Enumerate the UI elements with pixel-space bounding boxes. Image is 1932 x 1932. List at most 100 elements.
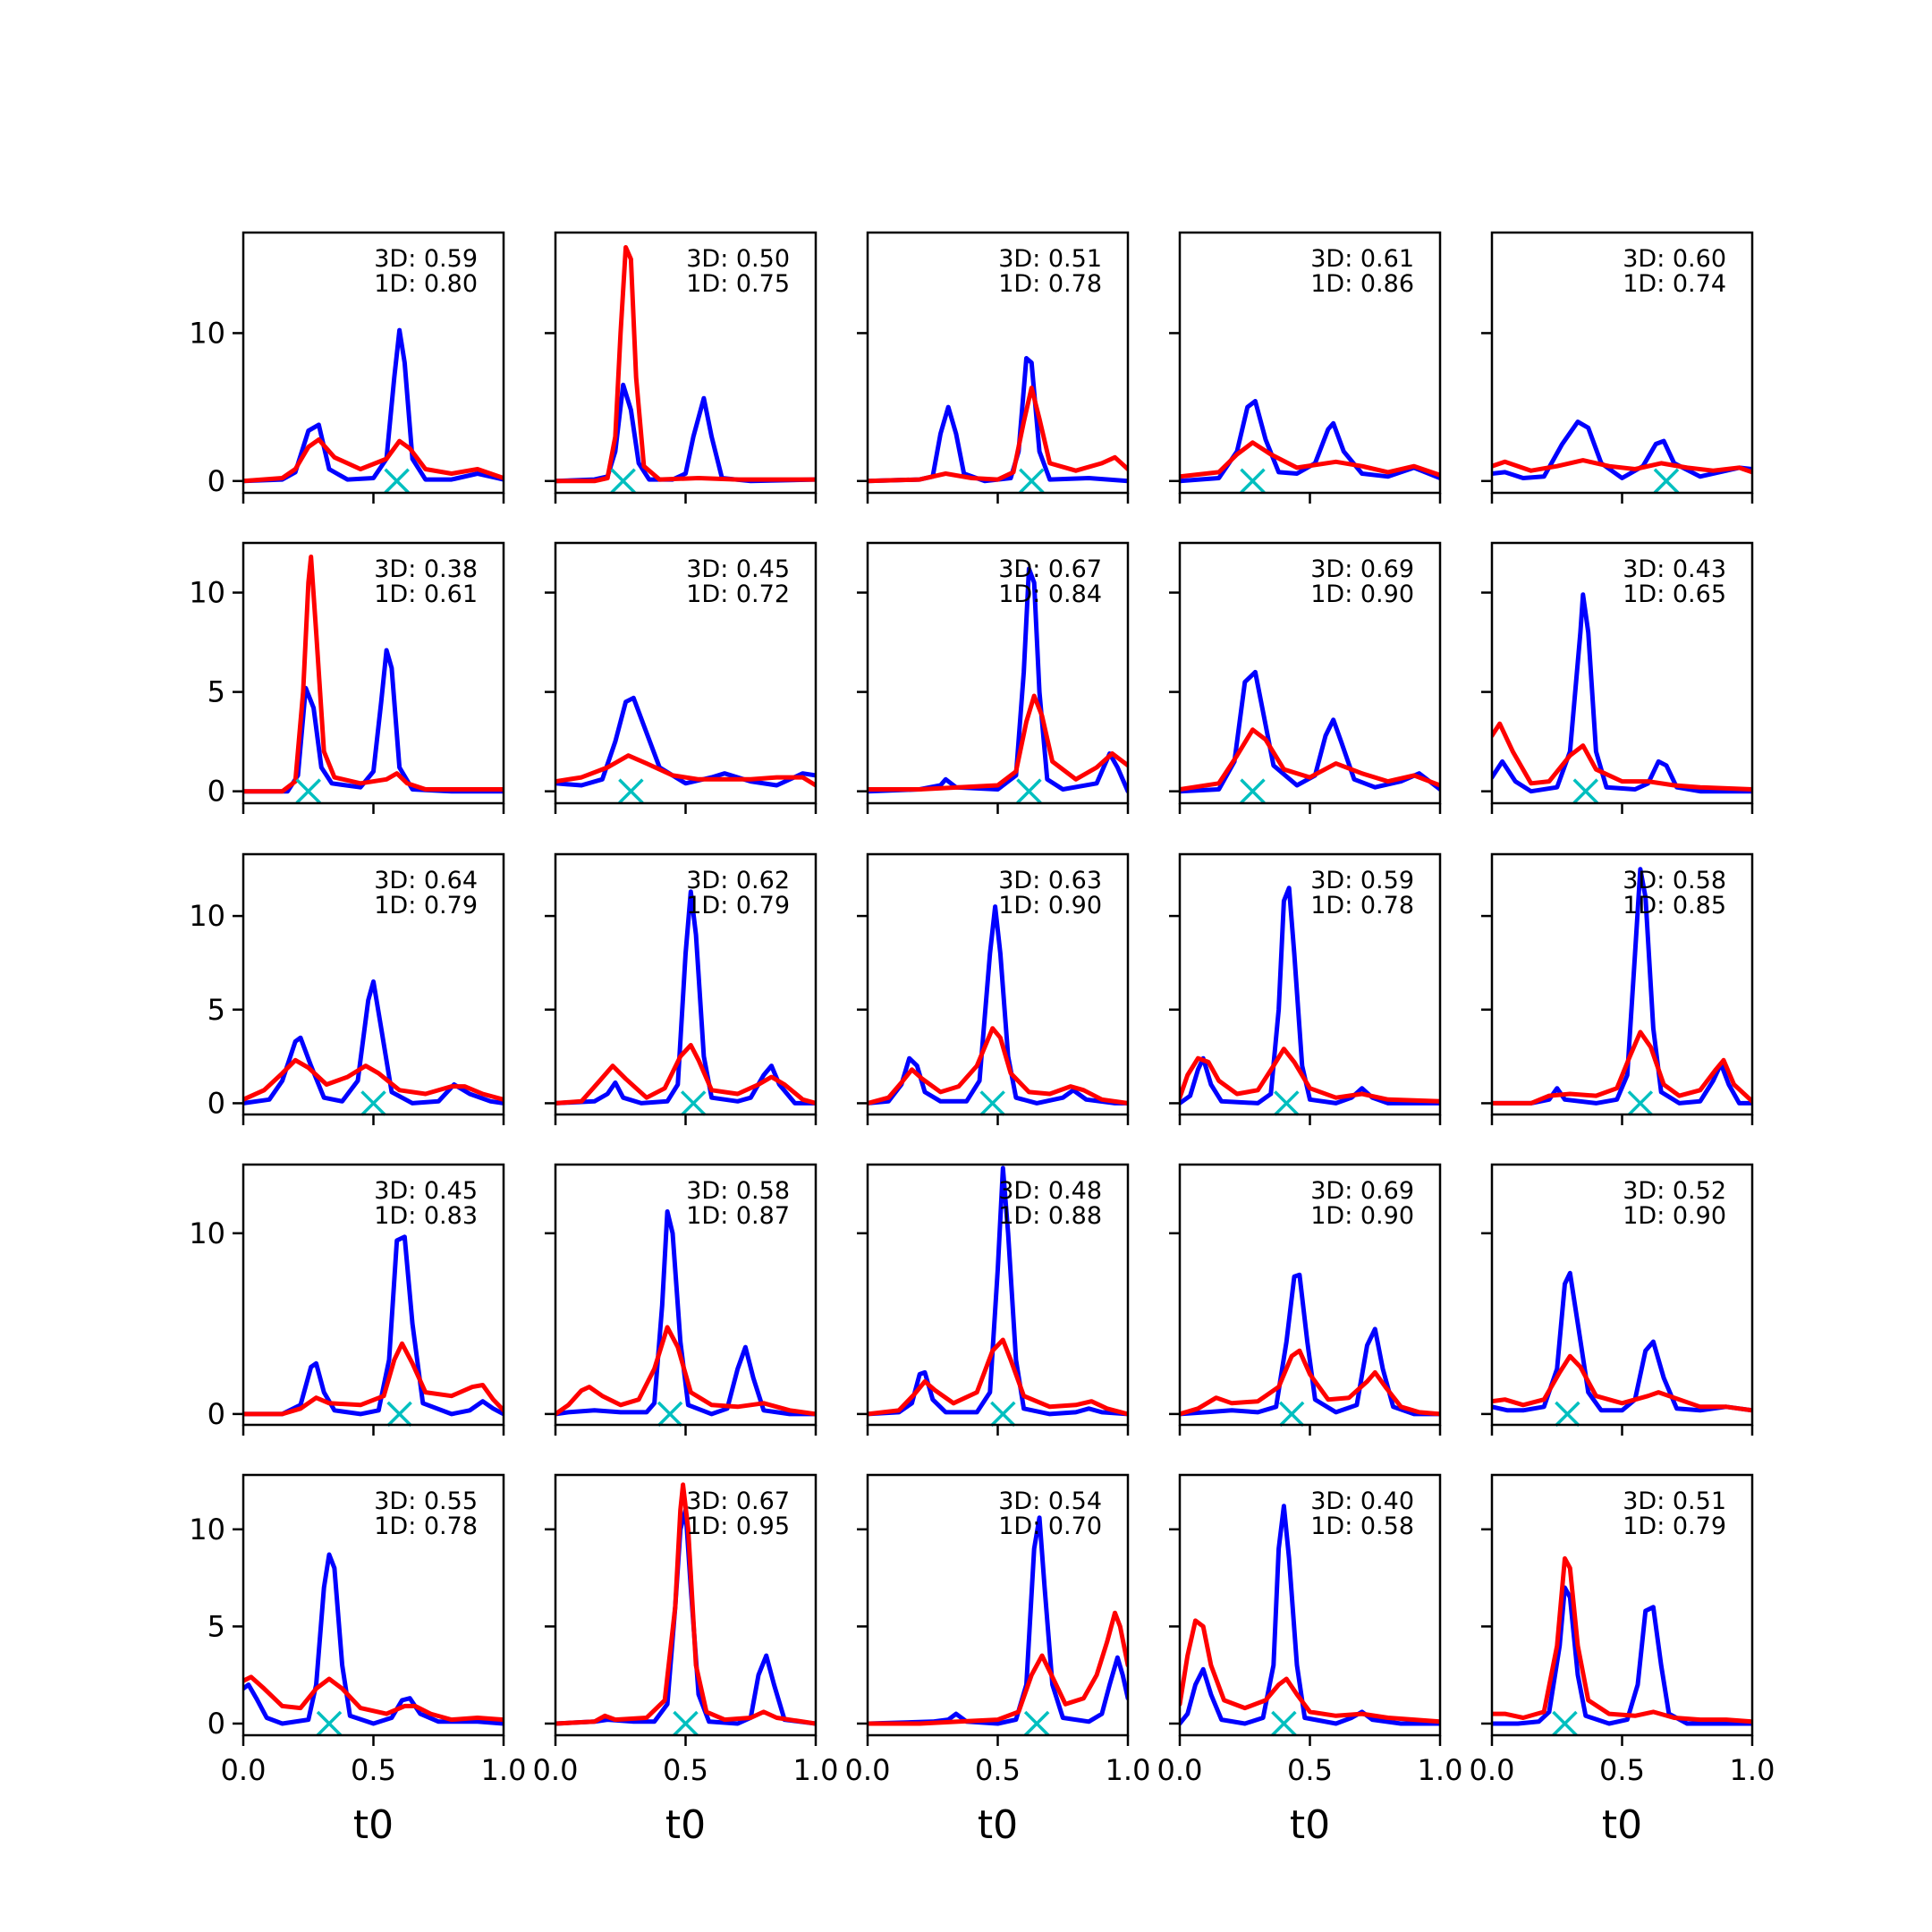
marker-x: [386, 1401, 412, 1428]
score-annotation: 1D: 0.95: [686, 1513, 790, 1540]
score-annotation: 3D: 0.52: [1623, 1177, 1726, 1205]
score-annotation: 1D: 0.83: [374, 1202, 478, 1230]
score-annotation: 1D: 0.79: [1623, 1513, 1726, 1540]
score-annotation: 1D: 0.79: [374, 892, 478, 919]
x-axis-label: t0: [978, 1802, 1018, 1848]
score-annotation: 3D: 0.45: [374, 1177, 478, 1205]
score-annotation: 3D: 0.67: [686, 1487, 790, 1515]
y-tick-label: 5: [208, 675, 225, 709]
series-3d-line: [555, 1209, 816, 1417]
score-annotation: 3D: 0.51: [998, 245, 1102, 273]
score-annotation: 1D: 0.86: [1310, 270, 1414, 298]
score-annotation: 3D: 0.55: [374, 1487, 478, 1515]
x-tick-label: 1.0: [1730, 1753, 1775, 1787]
score-annotation: 1D: 0.74: [1623, 270, 1726, 298]
x-axis-label: t0: [1602, 1802, 1642, 1848]
marker-x: [1274, 1090, 1300, 1116]
marker-x: [1240, 468, 1266, 495]
series-1d-line: [1180, 1046, 1440, 1104]
marker-x: [1016, 778, 1042, 804]
series-3d-line: [243, 1552, 504, 1726]
series-1d-line: [243, 1674, 504, 1723]
marker-x: [384, 468, 410, 495]
series-1d-line: [555, 1482, 816, 1726]
series-1d-line: [868, 1026, 1128, 1106]
x-tick-label: 0.0: [1157, 1753, 1203, 1787]
score-annotation: 3D: 0.38: [374, 555, 478, 583]
score-annotation: 3D: 0.58: [1623, 867, 1726, 894]
series-1d-line: [243, 555, 504, 794]
x-tick-label: 1.0: [1106, 1753, 1151, 1787]
series-3d-line: [1492, 1585, 1752, 1726]
series-1d-line: [243, 1341, 504, 1417]
marker-x: [295, 778, 321, 804]
score-annotation: 3D: 0.40: [1310, 1487, 1414, 1515]
series-1d-line: [555, 1325, 816, 1417]
series-3d-line: [1492, 592, 1752, 794]
score-annotation: 1D: 0.90: [1310, 580, 1414, 608]
series-1d-line: [1492, 458, 1752, 475]
series-1d-line: [1492, 1030, 1752, 1106]
series-1d-line: [868, 386, 1128, 484]
series-3d-line: [868, 1515, 1128, 1726]
x-axis-label: t0: [1290, 1802, 1330, 1848]
score-annotation: 1D: 0.72: [686, 580, 790, 608]
marker-x: [1627, 1090, 1654, 1116]
x-tick-label: 1.0: [1418, 1753, 1463, 1787]
marker-x: [680, 1090, 707, 1116]
score-annotation: 3D: 0.64: [374, 867, 478, 894]
x-tick-label: 0.5: [351, 1753, 396, 1787]
score-annotation: 1D: 0.65: [1623, 580, 1726, 608]
marker-x: [1023, 1710, 1050, 1737]
score-annotation: 1D: 0.79: [686, 892, 790, 919]
x-tick-label: 0.0: [533, 1753, 579, 1787]
marker-x: [673, 1710, 699, 1737]
y-tick-label: 10: [189, 1216, 225, 1250]
series-1d-line: [555, 245, 816, 484]
score-annotation: 3D: 0.67: [998, 555, 1102, 583]
y-tick-label: 5: [208, 993, 225, 1027]
score-annotation: 1D: 0.80: [374, 270, 478, 298]
marker-x: [1552, 1710, 1578, 1737]
score-annotation: 3D: 0.54: [998, 1487, 1102, 1515]
series-1d-line: [555, 1043, 816, 1106]
x-tick-label: 0.5: [1599, 1753, 1645, 1787]
series-1d-line: [1180, 1348, 1440, 1417]
score-annotation: 1D: 0.75: [686, 270, 790, 298]
series-1d-line: [243, 437, 504, 484]
series-1d-line: [868, 1337, 1128, 1417]
marker-x: [657, 1401, 683, 1428]
score-annotation: 1D: 0.84: [998, 580, 1102, 608]
marker-x: [1271, 1710, 1297, 1737]
score-annotation: 3D: 0.50: [686, 245, 790, 273]
score-annotation: 3D: 0.69: [1310, 555, 1414, 583]
y-tick-label: 0: [208, 464, 225, 498]
x-axis-label: t0: [665, 1802, 706, 1848]
marker-x: [1240, 778, 1266, 804]
series-1d-line: [1180, 440, 1440, 479]
score-annotation: 3D: 0.48: [998, 1177, 1102, 1205]
score-annotation: 3D: 0.51: [1623, 1487, 1726, 1515]
x-tick-label: 0.0: [1470, 1753, 1515, 1787]
x-tick-label: 0.0: [845, 1753, 891, 1787]
series-1d-line: [555, 753, 816, 788]
x-tick-label: 0.0: [221, 1753, 267, 1787]
series-3d-line: [243, 1234, 504, 1417]
